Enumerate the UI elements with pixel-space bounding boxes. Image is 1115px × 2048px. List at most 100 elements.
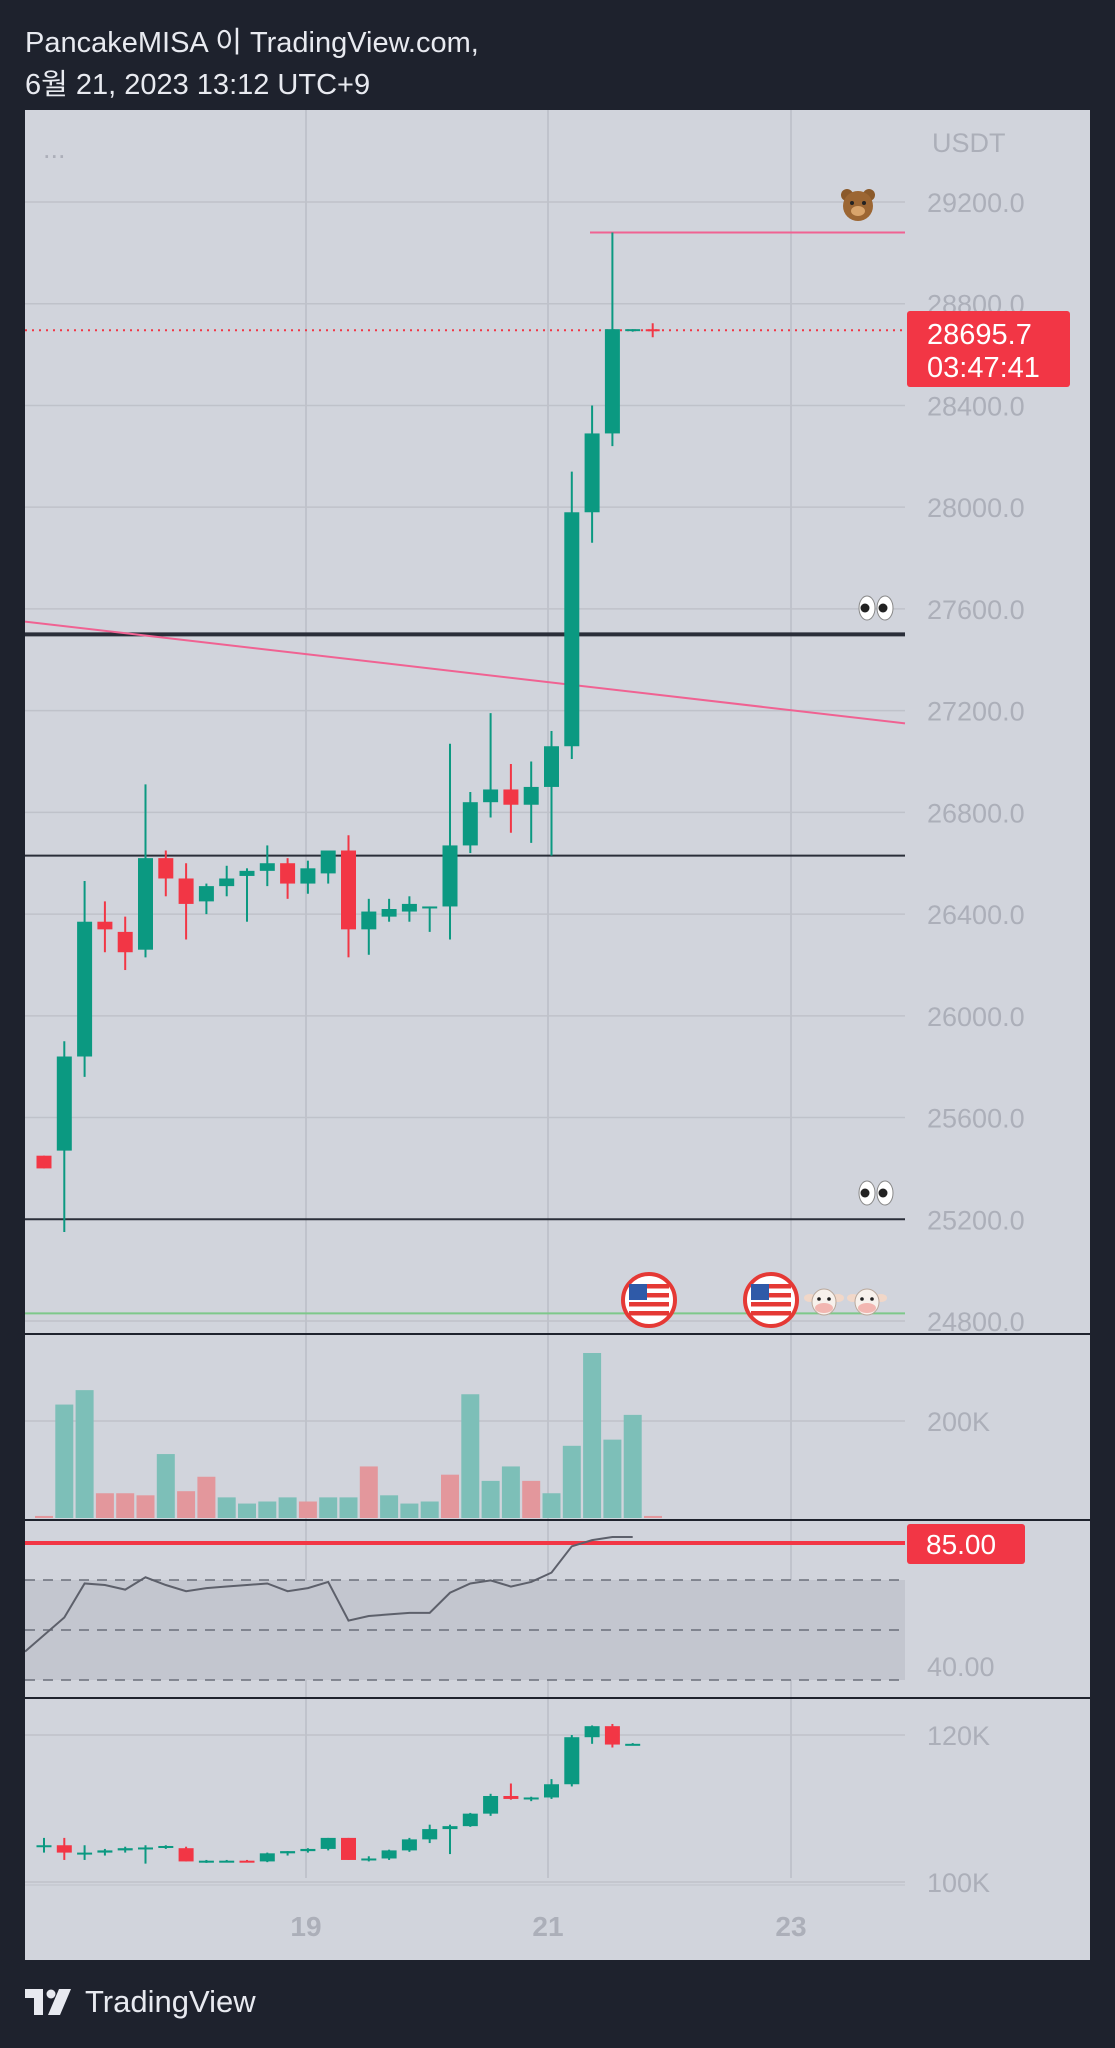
volume-axis-tick: 200K	[927, 1407, 990, 1437]
cow-eye	[827, 1297, 831, 1301]
volume-bar	[562, 1445, 581, 1518]
volume-bar	[603, 1439, 622, 1518]
cumulative-candle-body	[544, 1784, 559, 1798]
price-candle-body	[483, 789, 499, 803]
cumulative-candle-body	[77, 1852, 93, 1855]
price-axis-tick: 26400.0	[927, 900, 1025, 930]
cumulative-axis-tick: 100K	[927, 1868, 990, 1898]
volume-bar	[35, 1515, 53, 1518]
price-candle-body	[523, 786, 539, 805]
cumulative-candle-body	[138, 1847, 153, 1850]
volume-bar	[461, 1394, 480, 1518]
price-candle-body	[239, 870, 255, 876]
cow-nose	[815, 1303, 833, 1313]
price-axis-tick: 26800.0	[927, 798, 1025, 828]
flag-stripe	[751, 1311, 791, 1316]
us-flag-icon	[621, 1272, 677, 1328]
time-axis-tick: 21	[532, 1911, 563, 1942]
last-price-label-bg	[907, 311, 1070, 387]
volume-bar	[501, 1466, 520, 1518]
cumulative-candle-body	[178, 1848, 194, 1862]
header-author-line: PancakeMISA 이 TradingView.com,	[25, 27, 479, 59]
volume-bar	[55, 1404, 74, 1518]
cumulative-candle-body	[158, 1845, 174, 1848]
cow-icon	[847, 1288, 887, 1316]
cumulative-candle-body	[483, 1796, 499, 1814]
volume-bar	[116, 1493, 135, 1518]
price-candle-body	[401, 903, 417, 912]
price-axis-tick: 28400.0	[927, 391, 1025, 421]
volume-bar	[177, 1491, 196, 1518]
volume-bar	[359, 1466, 378, 1518]
volume-bar	[522, 1480, 541, 1518]
currency-label: USDT	[932, 128, 1006, 158]
price-candle-body	[381, 909, 397, 917]
legend-menu-dots: ...	[43, 134, 66, 164]
cow-icon	[804, 1288, 844, 1316]
cumulative-candle-body	[401, 1839, 417, 1851]
volume-bar	[380, 1495, 399, 1518]
price-candle-body	[97, 921, 113, 930]
price-candle-body	[117, 931, 133, 953]
price-candle-body	[544, 746, 559, 787]
volume-bar	[217, 1497, 236, 1518]
cow-nose	[858, 1303, 876, 1313]
tradingview-logo[interactable]: TradingView	[25, 1982, 256, 2022]
price-candle-body	[178, 878, 194, 904]
volume-bar	[197, 1476, 216, 1518]
volume-bar	[400, 1503, 419, 1518]
cumulative-candle-body	[462, 1813, 478, 1827]
cumulative-candle-body	[320, 1837, 336, 1849]
cumulative-candle-body	[381, 1850, 397, 1859]
chart-canvas[interactable]: 29200.028800.028400.028000.027600.027200…	[25, 110, 1090, 1960]
cumulative-candle-body	[604, 1726, 620, 1745]
bar-countdown: 03:47:41	[927, 352, 1040, 384]
flag-stripe	[629, 1284, 669, 1289]
oscillator-axis-tick: 40.00	[927, 1652, 995, 1682]
cow-eye	[817, 1297, 821, 1301]
price-candle-body	[320, 850, 336, 874]
time-axis-tick: 19	[290, 1911, 321, 1942]
eye-pupil	[860, 1188, 870, 1198]
volume-bar	[644, 1515, 662, 1518]
volume-bar	[583, 1353, 602, 1518]
price-axis-tick: 27200.0	[927, 697, 1025, 727]
price-axis-tick: 29200.0	[927, 188, 1025, 218]
flag-stripe	[751, 1302, 791, 1307]
cumulative-candle-body	[523, 1797, 539, 1800]
price-candle-body	[77, 921, 93, 1057]
volume-bar	[136, 1495, 155, 1518]
price-candle-body	[604, 329, 620, 434]
cow-eye	[870, 1297, 874, 1301]
volume-bar	[75, 1390, 94, 1518]
flag-canton	[751, 1284, 769, 1300]
price-axis-tick: 26000.0	[927, 1002, 1025, 1032]
cow-eye	[860, 1297, 864, 1301]
cumulative-candle-body	[341, 1837, 356, 1860]
cumulative-candle-body	[442, 1826, 458, 1830]
price-candle-body	[564, 512, 580, 747]
bear-icon	[841, 189, 875, 221]
chart-frame[interactable]: 29200.0 28800.0 28400.0 28000.0 27600.0 27200…	[25, 110, 1090, 1960]
volume-bar	[339, 1497, 358, 1518]
price-axis-tick: 28000.0	[927, 493, 1025, 523]
price-candle-body	[138, 858, 153, 950]
volume-bar	[156, 1454, 175, 1518]
cumulative-candle-body	[56, 1845, 72, 1853]
cumulative-candle-body	[259, 1853, 275, 1862]
cumulative-candle-body	[198, 1860, 214, 1863]
bear-eye	[862, 201, 866, 205]
volume-bar	[623, 1414, 642, 1518]
volume-bar	[278, 1497, 297, 1518]
price-candle-body	[625, 329, 641, 332]
eye-pupil	[878, 1188, 888, 1198]
price-candle-body	[36, 1155, 52, 1169]
oscillator-line	[25, 1536, 633, 1653]
price-axis-tick: 25600.0	[927, 1104, 1025, 1134]
price-candle-body	[462, 802, 478, 846]
price-candle-body	[503, 789, 519, 805]
us-flag-icon	[743, 1272, 799, 1328]
price-candle-body	[56, 1056, 72, 1151]
eye-pupil	[878, 603, 888, 613]
cumulative-candle-body	[361, 1858, 377, 1861]
